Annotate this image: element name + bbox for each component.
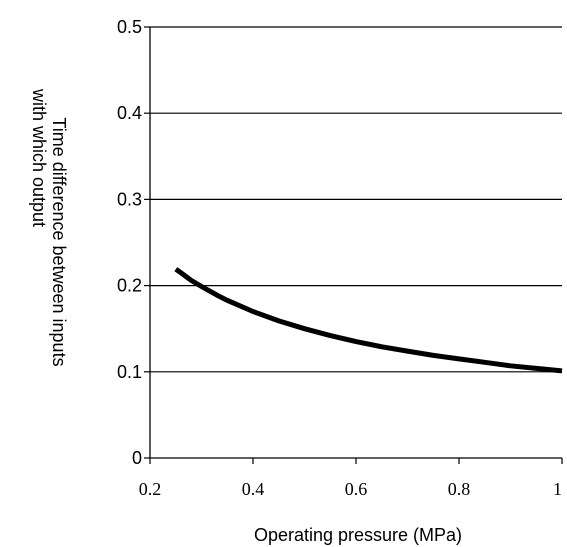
y-tick-label-1: 0.1 [117,362,142,382]
x-tick-label-2: 0.6 [345,479,368,499]
y-tick-label-3: 0.3 [117,189,142,209]
y-axis-title-line-2: with which output [29,88,49,227]
x-tick-label-1: 0.4 [242,479,265,499]
x-tick-label-3: 0.8 [448,479,471,499]
series-line-0 [174,267,563,374]
y-tick-labels: 0 0.1 0.2 0.3 0.4 0.5 [117,17,142,468]
x-tick-label-4: 1 [553,479,562,499]
y-tick-label-5: 0.5 [117,17,142,37]
x-tick-labels: 0.2 0.4 0.6 0.8 1 [139,479,562,499]
y-tick-label-2: 0.2 [117,276,142,296]
x-axis-title: Operating pressure (MPa) [254,525,462,545]
gridlines [150,26,562,373]
axes [144,26,563,464]
y-axis-title-line-1: Time difference between inputs [49,117,69,366]
y-tick-label-4: 0.4 [117,103,142,123]
series-layer [174,267,563,374]
x-tick-label-0: 0.2 [139,479,162,499]
y-tick-label-0: 0 [132,448,142,468]
